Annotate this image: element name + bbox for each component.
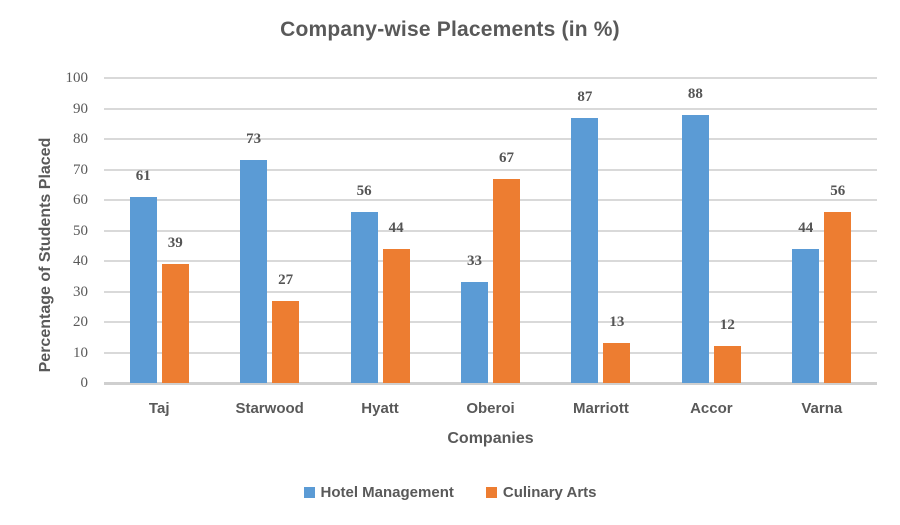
bar-value-label-hotel-management-hyatt: 56 xyxy=(356,183,372,200)
y-tick-label-50: 50 xyxy=(73,222,88,239)
legend-label-hotel-management: Hotel Management xyxy=(320,484,454,501)
bar-culinary-arts-oberoi xyxy=(493,178,520,383)
bar-value-label-hotel-management-starwood: 73 xyxy=(246,131,262,148)
gridline-50 xyxy=(104,229,877,232)
y-tick-label-30: 30 xyxy=(73,283,88,300)
bar-hotel-management-starwood xyxy=(240,160,268,383)
bar-value-label-hotel-management-taj: 61 xyxy=(135,167,151,184)
bar-hotel-management-varna xyxy=(792,248,820,383)
legend: Hotel Management Culinary Arts xyxy=(0,484,900,501)
y-tick-label-0: 0 xyxy=(80,375,89,391)
y-tick-label-40: 40 xyxy=(73,253,88,269)
gridline-20 xyxy=(104,321,877,323)
gridline-70 xyxy=(104,168,877,171)
x-category-label-accor: Accor xyxy=(690,400,733,417)
y-tick-label-90: 90 xyxy=(73,100,88,117)
y-tick-label-80: 80 xyxy=(73,131,88,147)
gridline-10 xyxy=(104,351,877,354)
bar-hotel-management-hyatt xyxy=(350,212,378,383)
bar-value-label-culinary-arts-oberoi: 67 xyxy=(499,149,514,166)
gridline-90 xyxy=(104,107,877,110)
bar-hotel-management-oberoi xyxy=(461,282,488,383)
gridline-80 xyxy=(104,138,877,140)
x-category-label-starwood: Starwood xyxy=(235,400,304,417)
bar-value-label-hotel-management-marriott: 87 xyxy=(577,88,593,105)
y-tick-label-60: 60 xyxy=(73,192,88,208)
legend-label-culinary-arts: Culinary Arts xyxy=(502,484,597,501)
bar-culinary-arts-starwood xyxy=(272,300,300,383)
legend-item-culinary-arts: Culinary Arts xyxy=(485,484,597,501)
gridline-60 xyxy=(104,199,877,201)
bar-culinary-arts-varna xyxy=(824,212,852,383)
gridline-30 xyxy=(104,290,877,293)
bar-value-label-hotel-management-accor: 88 xyxy=(687,85,703,102)
bar-hotel-management-accor xyxy=(681,114,709,383)
bar-value-label-culinary-arts-hyatt: 44 xyxy=(388,219,404,236)
bar-value-label-culinary-arts-taj: 39 xyxy=(167,235,183,252)
bar-value-label-culinary-arts-marriott: 13 xyxy=(609,314,625,331)
x-category-label-taj: Taj xyxy=(148,400,170,417)
legend-swatch-hotel-management-icon xyxy=(303,487,315,498)
bar-value-label-culinary-arts-varna: 56 xyxy=(830,183,846,200)
bar-value-label-culinary-arts-starwood: 27 xyxy=(278,271,294,288)
bar-value-label-hotel-management-varna: 44 xyxy=(798,219,814,236)
x-category-label-varna: Varna xyxy=(801,400,843,417)
bar-value-label-culinary-arts-accor: 12 xyxy=(719,317,735,334)
legend-item-hotel-management: Hotel Management xyxy=(303,484,454,501)
y-tick-label-10: 10 xyxy=(73,344,88,361)
y-tick-label-70: 70 xyxy=(73,161,88,178)
y-tick-label-20: 20 xyxy=(73,314,88,330)
x-category-label-marriott: Marriott xyxy=(573,400,629,417)
x-axis-title: Companies xyxy=(447,430,534,447)
x-axis-line xyxy=(104,382,877,385)
gridline-100 xyxy=(104,77,877,79)
legend-swatch-culinary-arts-icon xyxy=(485,487,497,498)
chart-title: Company-wise Placements (in %) xyxy=(280,18,620,41)
bar-culinary-arts-accor xyxy=(713,346,741,383)
x-category-label-hyatt: Hyatt xyxy=(361,400,399,417)
bar-culinary-arts-taj xyxy=(161,264,189,383)
bar-culinary-arts-marriott xyxy=(603,343,631,383)
y-tick-label-100: 100 xyxy=(65,70,89,86)
x-category-label-oberoi: Oberoi xyxy=(466,400,515,417)
bar-hotel-management-taj xyxy=(129,196,157,383)
gridline-40 xyxy=(104,260,877,262)
bar-culinary-arts-hyatt xyxy=(382,248,410,383)
bar-value-label-hotel-management-oberoi: 33 xyxy=(467,253,482,270)
bar-hotel-management-marriott xyxy=(571,117,599,383)
